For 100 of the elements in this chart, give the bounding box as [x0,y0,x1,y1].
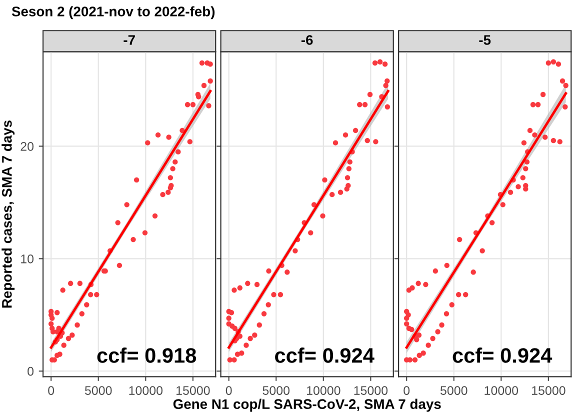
y-tick-label: 20 [20,142,34,151]
point [562,104,568,110]
point [412,357,418,362]
annotation: ccf= 0.924 [452,348,552,363]
point [248,336,253,342]
point [406,288,412,293]
chart-title: -5 [479,35,491,45]
point [383,82,388,88]
point [550,138,556,144]
point [404,316,410,321]
annotation: ccf= 0.924 [275,348,374,363]
point [384,78,390,84]
point [521,140,527,146]
point [516,184,521,190]
point [266,268,272,274]
point [320,213,326,219]
point [546,60,552,66]
point [530,102,536,108]
point [234,352,240,357]
point [332,140,338,146]
point [444,311,450,316]
point [557,139,562,144]
point [367,92,373,98]
point [430,336,436,342]
point [256,322,262,328]
point [382,62,388,67]
point [347,159,352,165]
point [456,236,462,242]
point [420,350,426,356]
point [444,262,450,268]
point [432,268,438,274]
point [423,282,428,288]
x-tick-label: 15000 [176,386,210,395]
point [342,132,348,138]
point [540,92,546,98]
point [254,282,260,288]
point [524,159,530,165]
point [308,230,314,236]
point [228,310,234,316]
point [556,62,562,67]
point [373,139,378,144]
point [449,302,454,308]
point [252,332,258,338]
point [226,316,232,321]
x-axis-title: Gene N1 cop/L SARS-CoV-2, SMA 7 days [173,398,441,412]
point [439,322,444,328]
point [344,175,350,180]
point [470,270,476,275]
point [480,248,485,254]
point [338,190,344,195]
point [232,326,238,331]
point [416,352,422,358]
x-tick-label: 15000 [532,386,566,395]
point [364,138,370,144]
point [456,292,462,298]
point [237,285,243,290]
x-tick-label: 5000 [84,386,112,395]
point [292,248,298,254]
point [542,134,548,140]
point [560,78,566,84]
point [244,342,249,348]
point [362,102,368,108]
point [532,132,538,138]
x-tick-label: 10000 [129,386,163,395]
point [426,342,431,348]
point [346,166,352,172]
point [330,192,335,198]
chart-title: -6 [301,35,313,45]
point [508,190,514,195]
point [404,321,410,326]
point [563,82,568,88]
point [266,302,271,308]
point [384,104,390,110]
point [357,102,362,108]
x-tick-label: 0 [48,386,54,395]
point [520,175,526,180]
point [527,128,533,134]
y-tick-label: 10 [21,254,34,264]
x-tick-label: 10000 [484,386,518,395]
point [550,59,556,64]
x-tick-label: 15000 [354,386,388,395]
x-tick-label: 5000 [262,386,290,395]
point [232,357,237,362]
y-tick-label: 0 [28,366,34,376]
x-tick-label: 10000 [306,386,340,395]
point [463,292,468,298]
point [523,166,528,172]
point [535,102,541,108]
x-tick-label: 5000 [440,386,468,395]
annotation: ccf= 0.918 [97,348,196,363]
point [271,292,276,298]
point [409,326,414,332]
point [232,288,237,293]
point [322,177,328,183]
x-tick-label: 0 [226,386,232,395]
point [414,337,420,342]
y-axis-title: Reported cases, SMA 7 days [2,120,15,308]
point [500,202,506,208]
point [489,220,495,226]
point [372,60,378,66]
